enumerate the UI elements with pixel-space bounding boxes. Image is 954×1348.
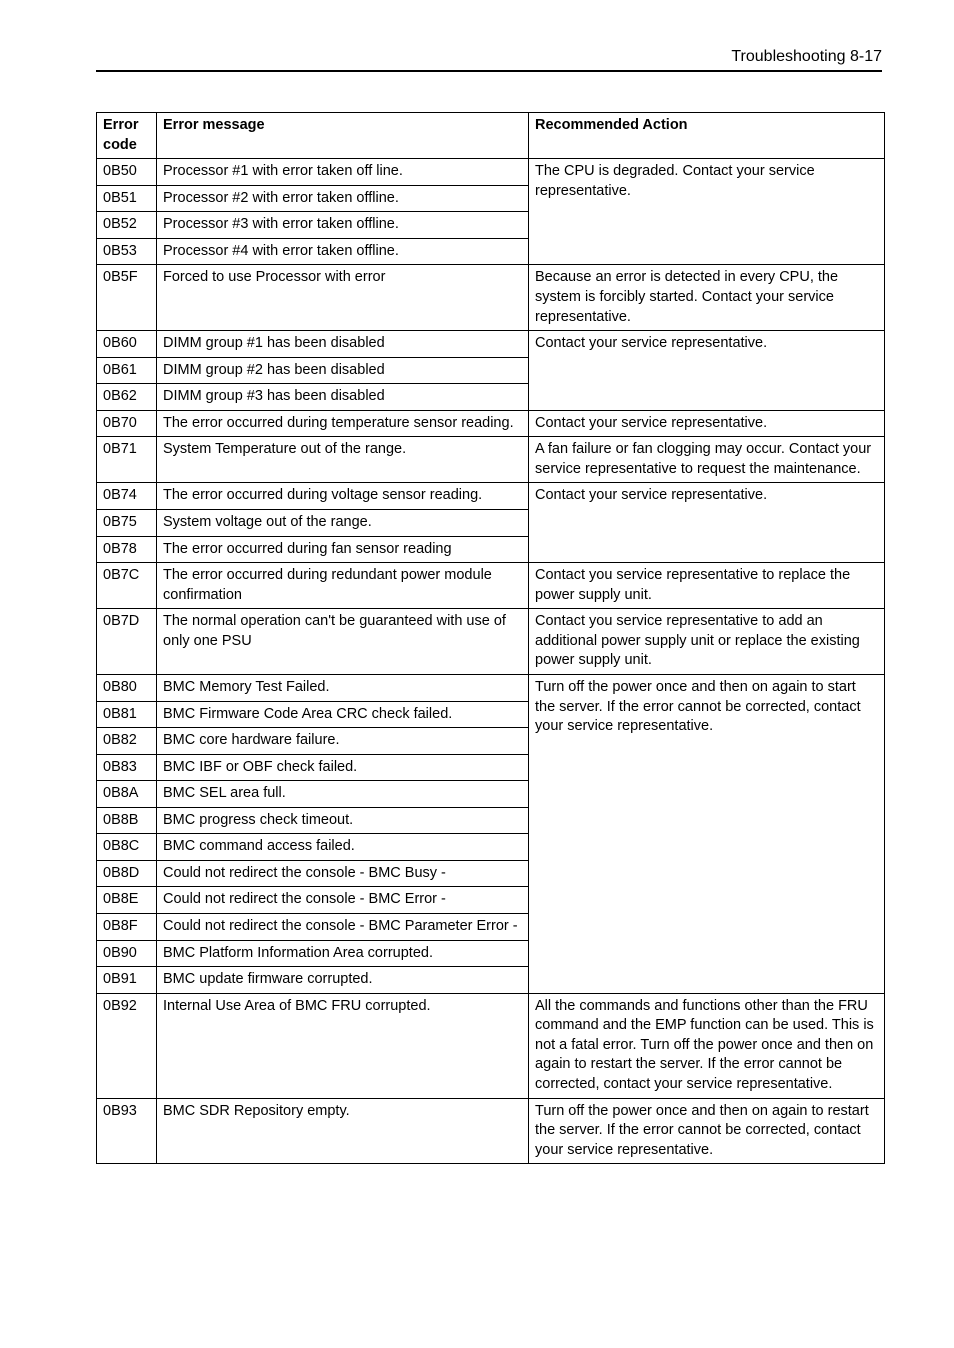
cell-error-code: 0B8E bbox=[97, 887, 157, 914]
cell-error-code: 0B71 bbox=[97, 437, 157, 483]
cell-error-message: Processor #3 with error taken offline. bbox=[157, 212, 529, 239]
cell-error-message: DIMM group #2 has been disabled bbox=[157, 357, 529, 384]
table-row: 0B93BMC SDR Repository empty.Turn off th… bbox=[97, 1098, 885, 1164]
cell-error-code: 0B62 bbox=[97, 384, 157, 411]
cell-error-message: Could not redirect the console - BMC Par… bbox=[157, 914, 529, 941]
cell-error-code: 0B81 bbox=[97, 701, 157, 728]
table-row: 0B74The error occurred during voltage se… bbox=[97, 483, 885, 510]
cell-error-code: 0B51 bbox=[97, 185, 157, 212]
cell-error-message: Processor #4 with error taken offline. bbox=[157, 238, 529, 265]
table-row: 0B71System Temperature out of the range.… bbox=[97, 437, 885, 483]
cell-recommended-action: The CPU is degraded. Contact your servic… bbox=[529, 159, 885, 265]
cell-error-code: 0B5F bbox=[97, 265, 157, 331]
cell-error-message: The error occurred during redundant powe… bbox=[157, 563, 529, 609]
cell-error-code: 0B90 bbox=[97, 940, 157, 967]
cell-error-message: The error occurred during voltage sensor… bbox=[157, 483, 529, 510]
cell-error-message: The error occurred during fan sensor rea… bbox=[157, 536, 529, 563]
cell-error-message: The normal operation can't be guaranteed… bbox=[157, 609, 529, 675]
cell-error-message: System voltage out of the range. bbox=[157, 510, 529, 537]
cell-error-message: BMC Firmware Code Area CRC check failed. bbox=[157, 701, 529, 728]
cell-error-message: BMC update firmware corrupted. bbox=[157, 967, 529, 994]
table-row: 0B7CThe error occurred during redundant … bbox=[97, 563, 885, 609]
col-error-code: Error code bbox=[97, 113, 157, 159]
cell-error-code: 0B74 bbox=[97, 483, 157, 510]
cell-error-message: BMC core hardware failure. bbox=[157, 728, 529, 755]
table-row: 0B70The error occurred during temperatur… bbox=[97, 410, 885, 437]
cell-error-code: 0B82 bbox=[97, 728, 157, 755]
cell-error-code: 0B8F bbox=[97, 914, 157, 941]
cell-error-code: 0B52 bbox=[97, 212, 157, 239]
table-row: 0B60DIMM group #1 has been disabledConta… bbox=[97, 331, 885, 358]
cell-recommended-action: Contact you service representative to ad… bbox=[529, 609, 885, 675]
table-row: 0B7DThe normal operation can't be guaran… bbox=[97, 609, 885, 675]
cell-error-code: 0B8B bbox=[97, 807, 157, 834]
table-row: 0B80BMC Memory Test Failed.Turn off the … bbox=[97, 674, 885, 701]
cell-error-message: DIMM group #3 has been disabled bbox=[157, 384, 529, 411]
cell-error-message: BMC SEL area full. bbox=[157, 781, 529, 808]
cell-error-message: BMC Platform Information Area corrupted. bbox=[157, 940, 529, 967]
cell-error-message: Could not redirect the console - BMC Bus… bbox=[157, 860, 529, 887]
cell-error-code: 0B50 bbox=[97, 159, 157, 186]
page: Troubleshooting 8-17 Error code Error me… bbox=[0, 0, 954, 1348]
page-header: Troubleshooting 8-17 bbox=[96, 48, 882, 66]
cell-error-message: BMC progress check timeout. bbox=[157, 807, 529, 834]
cell-error-message: BMC SDR Repository empty. bbox=[157, 1098, 529, 1164]
table-row: 0B50Processor #1 with error taken off li… bbox=[97, 159, 885, 186]
cell-recommended-action: All the commands and functions other tha… bbox=[529, 993, 885, 1098]
cell-recommended-action: Contact you service representative to re… bbox=[529, 563, 885, 609]
cell-error-code: 0B80 bbox=[97, 674, 157, 701]
cell-error-code: 0B8C bbox=[97, 834, 157, 861]
cell-recommended-action: Because an error is detected in every CP… bbox=[529, 265, 885, 331]
cell-error-code: 0B7D bbox=[97, 609, 157, 675]
table-row: 0B92Internal Use Area of BMC FRU corrupt… bbox=[97, 993, 885, 1098]
cell-error-code: 0B8A bbox=[97, 781, 157, 808]
cell-error-code: 0B83 bbox=[97, 754, 157, 781]
cell-recommended-action: Contact your service representative. bbox=[529, 331, 885, 411]
table-row: 0B5FForced to use Processor with errorBe… bbox=[97, 265, 885, 331]
cell-error-message: Internal Use Area of BMC FRU corrupted. bbox=[157, 993, 529, 1098]
cell-error-message: The error occurred during temperature se… bbox=[157, 410, 529, 437]
cell-error-code: 0B70 bbox=[97, 410, 157, 437]
cell-error-message: Processor #2 with error taken offline. bbox=[157, 185, 529, 212]
cell-error-message: System Temperature out of the range. bbox=[157, 437, 529, 483]
cell-error-code: 0B61 bbox=[97, 357, 157, 384]
cell-error-message: BMC IBF or OBF check failed. bbox=[157, 754, 529, 781]
cell-recommended-action: A fan failure or fan clogging may occur.… bbox=[529, 437, 885, 483]
cell-error-code: 0B53 bbox=[97, 238, 157, 265]
cell-recommended-action: Contact your service representative. bbox=[529, 410, 885, 437]
cell-error-message: Processor #1 with error taken off line. bbox=[157, 159, 529, 186]
table-header-row: Error code Error message Recommended Act… bbox=[97, 113, 885, 159]
col-recommended: Recommended Action bbox=[529, 113, 885, 159]
cell-error-message: BMC Memory Test Failed. bbox=[157, 674, 529, 701]
cell-error-message: BMC command access failed. bbox=[157, 834, 529, 861]
cell-error-code: 0B78 bbox=[97, 536, 157, 563]
cell-error-code: 0B93 bbox=[97, 1098, 157, 1164]
col-error-msg: Error message bbox=[157, 113, 529, 159]
cell-error-message: DIMM group #1 has been disabled bbox=[157, 331, 529, 358]
error-codes-table: Error code Error message Recommended Act… bbox=[96, 112, 885, 1164]
cell-error-code: 0B8D bbox=[97, 860, 157, 887]
cell-error-message: Could not redirect the console - BMC Err… bbox=[157, 887, 529, 914]
cell-recommended-action: Turn off the power once and then on agai… bbox=[529, 674, 885, 993]
cell-error-code: 0B75 bbox=[97, 510, 157, 537]
cell-error-message: Forced to use Processor with error bbox=[157, 265, 529, 331]
table-body: 0B50Processor #1 with error taken off li… bbox=[97, 159, 885, 1164]
cell-error-code: 0B92 bbox=[97, 993, 157, 1098]
cell-recommended-action: Turn off the power once and then on agai… bbox=[529, 1098, 885, 1164]
header-rule bbox=[96, 70, 882, 72]
cell-error-code: 0B60 bbox=[97, 331, 157, 358]
cell-recommended-action: Contact your service representative. bbox=[529, 483, 885, 563]
cell-error-code: 0B7C bbox=[97, 563, 157, 609]
cell-error-code: 0B91 bbox=[97, 967, 157, 994]
